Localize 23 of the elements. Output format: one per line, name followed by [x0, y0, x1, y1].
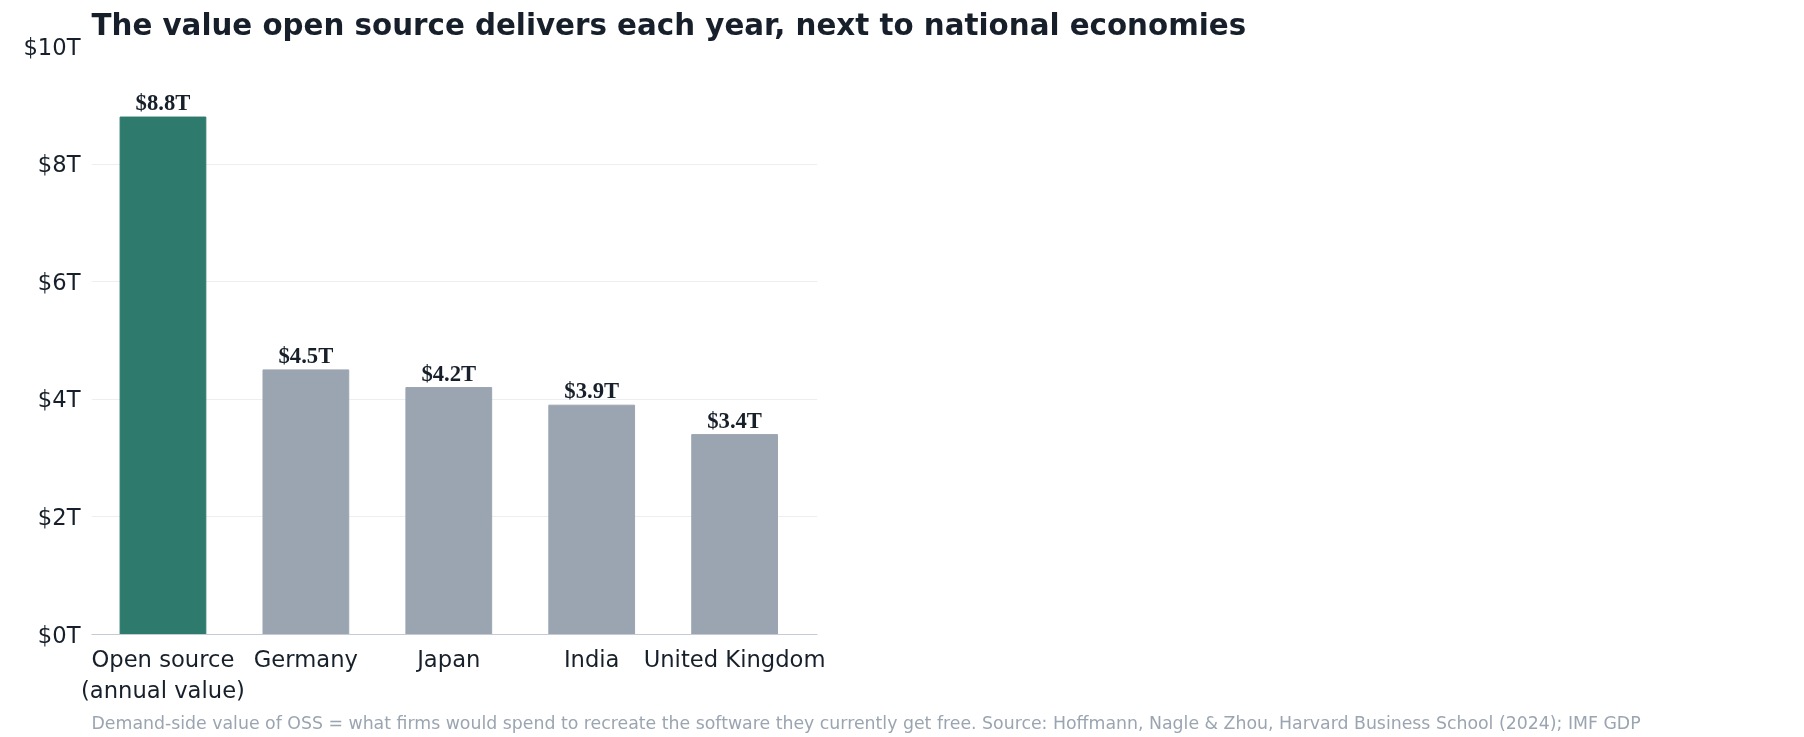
bar — [691, 434, 778, 635]
data-label: $4.5T — [278, 342, 334, 368]
data-label: $3.9T — [564, 378, 620, 404]
y-tick-label: $0T — [37, 621, 81, 648]
bar — [119, 116, 207, 635]
data-label: $8.8T — [135, 90, 191, 116]
x-tick-label: Open source (annual value) — [81, 645, 245, 703]
x-tick-label: Japan — [415, 645, 481, 672]
y-tick-label: $2T — [37, 503, 81, 530]
x-tick-label: India — [563, 645, 620, 672]
x-tick-label: Germany — [253, 645, 358, 672]
y-tick-label: $8T — [37, 151, 81, 178]
y-tick-label: $10T — [23, 33, 81, 60]
text: Demand-side value of OSS = what firms would spend to recreate the software they currently get free. Source: Hoffmann, Nagle & Zhou, Harvard Business School (2024); IMF GDP — [91, 712, 1641, 733]
bar — [262, 369, 350, 635]
bar — [548, 404, 636, 635]
chart-title: The value open source delivers each year, next to national economies — [91, 7, 1247, 42]
bar — [405, 387, 493, 635]
x-tick-label: United Kingdom — [643, 645, 826, 672]
y-tick-label: $6T — [37, 268, 81, 295]
data-label: $4.2T — [421, 360, 477, 386]
y-tick-label: $4T — [37, 386, 81, 413]
data-label: $3.4T — [707, 407, 762, 433]
